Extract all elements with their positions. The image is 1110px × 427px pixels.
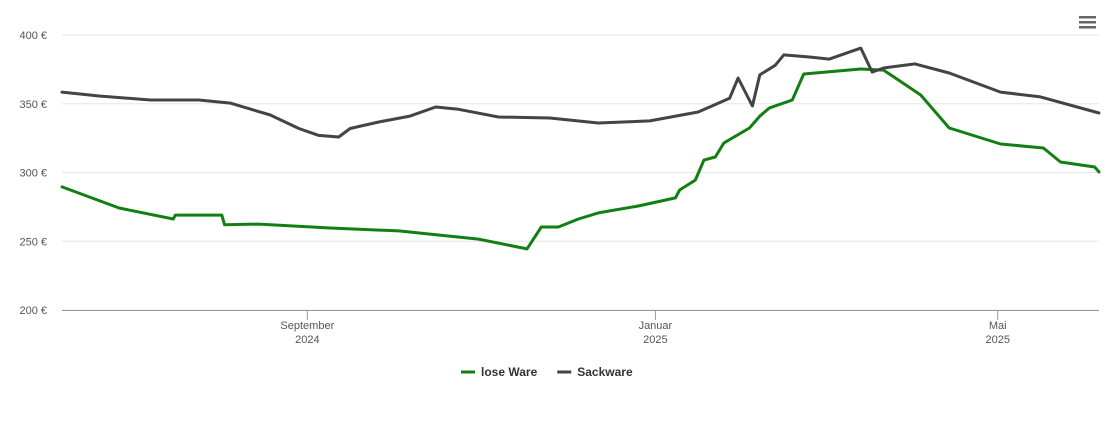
y-tick-label: 200 €	[19, 305, 47, 317]
x-tick-label-line: 2025	[985, 334, 1009, 346]
legend-item[interactable]: lose Ware	[461, 365, 538, 379]
x-tick-label-line: 2025	[643, 334, 667, 346]
x-tick-label-line: Januar	[639, 320, 673, 332]
menu-bar	[1079, 21, 1096, 24]
series-line	[60, 67, 1101, 251]
x-tick-label-line: September	[280, 320, 334, 332]
y-tick-label: 250 €	[19, 236, 47, 248]
x-tick-label-line: 2024	[295, 334, 319, 346]
legend-label: lose Ware	[481, 365, 538, 379]
legend-item[interactable]: Sackware	[557, 365, 633, 379]
y-tick-label: 400 €	[19, 30, 47, 42]
menu-bar	[1079, 16, 1096, 19]
menu-button[interactable]	[1079, 16, 1096, 29]
x-tick-label-line: Mai	[989, 320, 1007, 332]
x-tick-label: Mai 2025	[985, 320, 1009, 346]
legend-label: Sackware	[577, 365, 633, 379]
y-tick-label: 300 €	[19, 168, 47, 180]
series-line	[60, 46, 1101, 139]
y-tick-label: 350 €	[19, 99, 47, 111]
x-tick-label: Januar 2025	[639, 320, 673, 346]
menu-bar	[1079, 26, 1096, 29]
x-tick-label: September 2024	[280, 320, 334, 346]
